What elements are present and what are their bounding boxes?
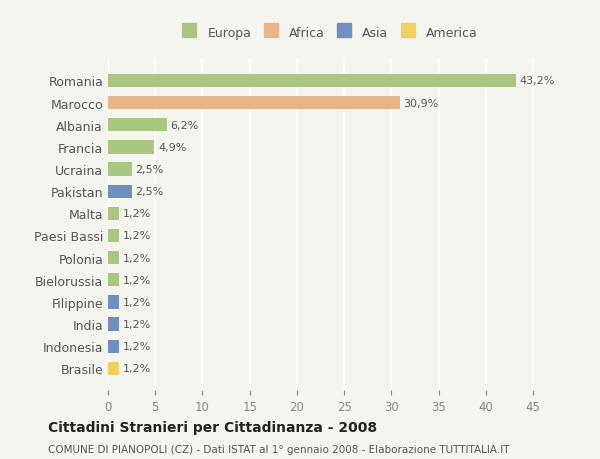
Bar [108,274,119,287]
Text: 1,2%: 1,2% [123,253,151,263]
Text: 30,9%: 30,9% [404,98,439,108]
Bar [108,163,131,176]
Text: 1,2%: 1,2% [123,341,151,352]
Bar [108,97,400,110]
Bar [108,296,119,309]
Text: 43,2%: 43,2% [520,76,555,86]
Text: 4,9%: 4,9% [158,143,187,152]
Bar [108,230,119,243]
Text: 2,5%: 2,5% [136,187,164,197]
Text: 1,2%: 1,2% [123,231,151,241]
Bar [108,318,119,331]
Bar [108,340,119,353]
Text: 1,2%: 1,2% [123,275,151,285]
Bar [108,141,154,154]
Text: 6,2%: 6,2% [170,121,199,130]
Text: 1,2%: 1,2% [123,297,151,307]
Text: COMUNE DI PIANOPOLI (CZ) - Dati ISTAT al 1° gennaio 2008 - Elaborazione TUTTITAL: COMUNE DI PIANOPOLI (CZ) - Dati ISTAT al… [48,444,509,454]
Text: 1,2%: 1,2% [123,209,151,219]
Text: Cittadini Stranieri per Cittadinanza - 2008: Cittadini Stranieri per Cittadinanza - 2… [48,420,377,434]
Legend: Europa, Africa, Asia, America: Europa, Africa, Asia, America [179,23,481,44]
Text: 2,5%: 2,5% [136,165,164,175]
Bar [108,207,119,220]
Bar [108,362,119,375]
Bar [108,75,516,88]
Bar [108,185,131,198]
Text: 1,2%: 1,2% [123,319,151,329]
Bar [108,119,167,132]
Text: 1,2%: 1,2% [123,364,151,374]
Bar [108,252,119,265]
